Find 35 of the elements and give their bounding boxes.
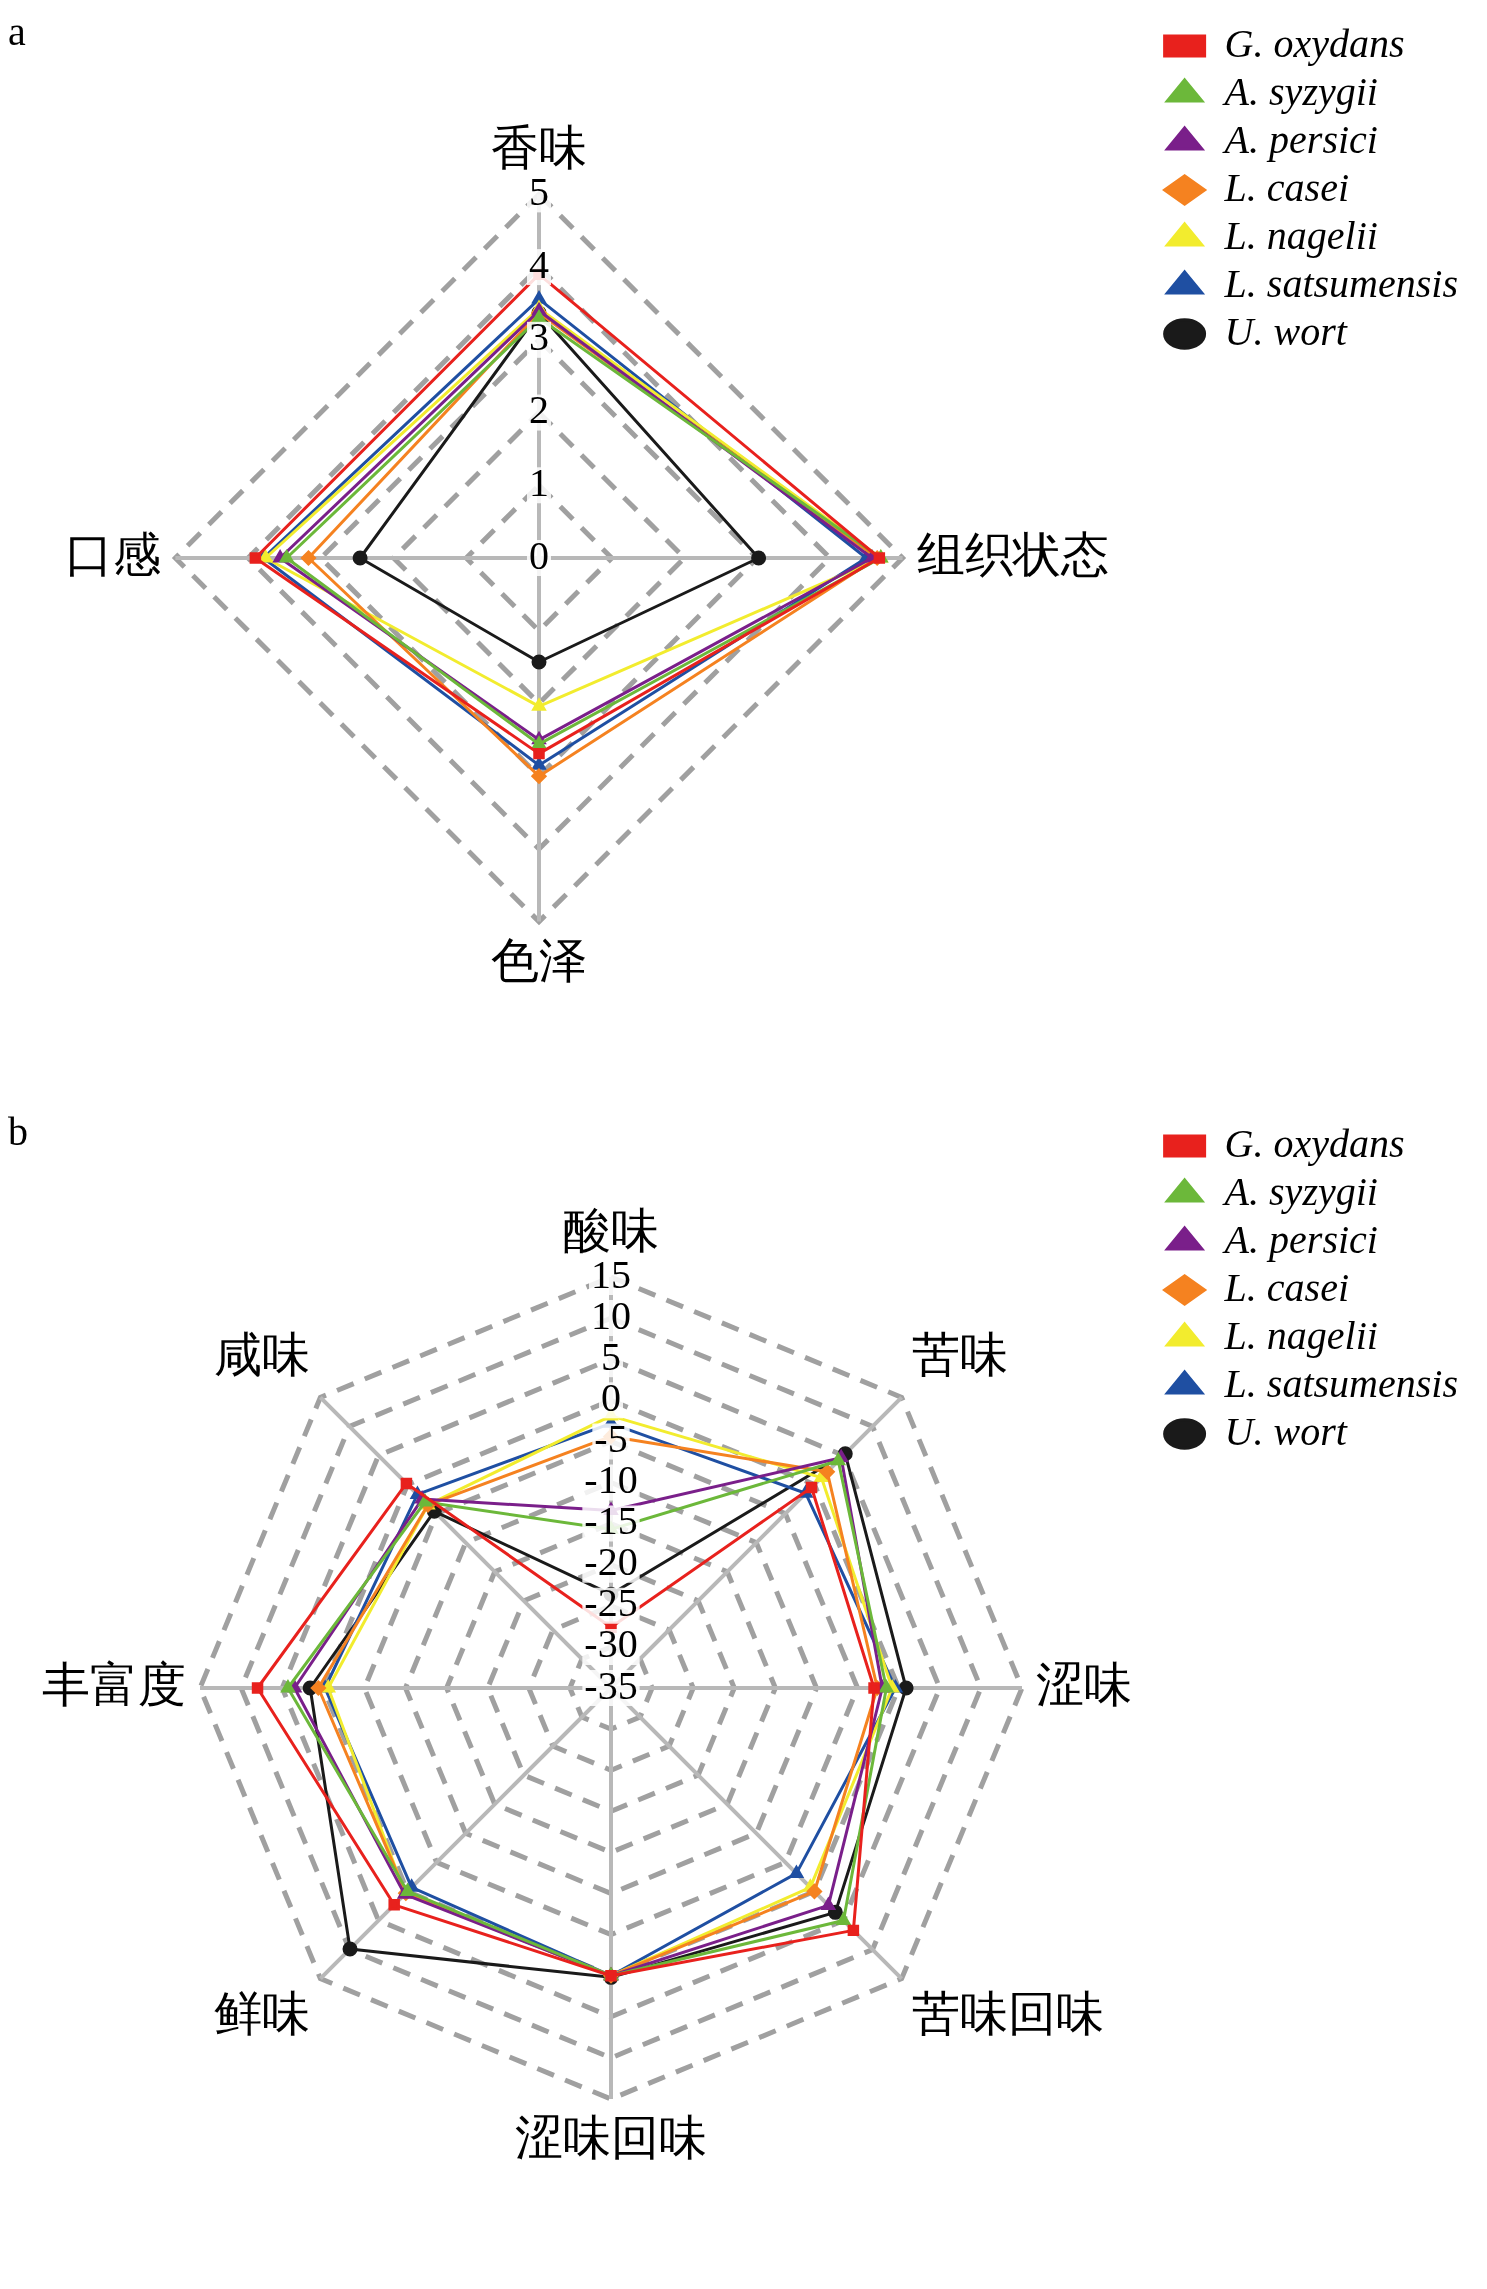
spoke-label: 口感 bbox=[65, 527, 162, 581]
spoke-label: 涩味 bbox=[1036, 1657, 1132, 1711]
spoke-label: 酸味 bbox=[563, 1203, 659, 1257]
y-tick-label: 0 bbox=[529, 532, 549, 578]
legend-label: L. nagelii bbox=[1223, 212, 1378, 258]
spoke-label: 鲜味 bbox=[214, 1986, 311, 2040]
legend-label: L. casei bbox=[1223, 164, 1350, 210]
legend-label: L. nagelii bbox=[1223, 1312, 1378, 1358]
spoke-label: 涩味回味 bbox=[515, 2111, 707, 2165]
legend-label: U. wort bbox=[1224, 1408, 1348, 1454]
y-tick-label: 2 bbox=[529, 387, 549, 433]
legend-label: L. satsumensis bbox=[1223, 1360, 1459, 1406]
spoke-label: 苦味回味 bbox=[911, 1986, 1104, 2040]
legend-label: G. oxydans bbox=[1224, 20, 1405, 66]
y-tick-label: -5 bbox=[594, 1415, 628, 1461]
spoke-label: 咸味 bbox=[214, 1328, 311, 1382]
chart-title: a bbox=[8, 8, 26, 55]
legend-label: A. syzygii bbox=[1221, 68, 1378, 114]
legend-label: A. persici bbox=[1221, 1216, 1378, 1262]
y-tick-label: -15 bbox=[584, 1498, 638, 1544]
chart-title: b bbox=[8, 1108, 28, 1155]
legend-label: L. casei bbox=[1223, 1264, 1350, 1310]
legend-label: A. syzygii bbox=[1221, 1168, 1378, 1214]
legend-label: L. satsumensis bbox=[1223, 260, 1459, 306]
y-tick-label: 4 bbox=[529, 241, 549, 287]
legend-label: A. persici bbox=[1221, 116, 1378, 162]
legend-label: G. oxydans bbox=[1224, 1120, 1405, 1166]
y-tick-label: 1 bbox=[529, 459, 549, 505]
y-tick-label: 3 bbox=[529, 314, 549, 360]
spoke-label: 丰富度 bbox=[42, 1657, 186, 1711]
y-tick-label: -30 bbox=[584, 1621, 638, 1667]
spoke-label: 苦味 bbox=[911, 1328, 1008, 1382]
spoke-label: 色泽 bbox=[491, 934, 587, 988]
spoke-label: 组织状态 bbox=[916, 527, 1109, 581]
legend-label: U. wort bbox=[1224, 308, 1348, 354]
